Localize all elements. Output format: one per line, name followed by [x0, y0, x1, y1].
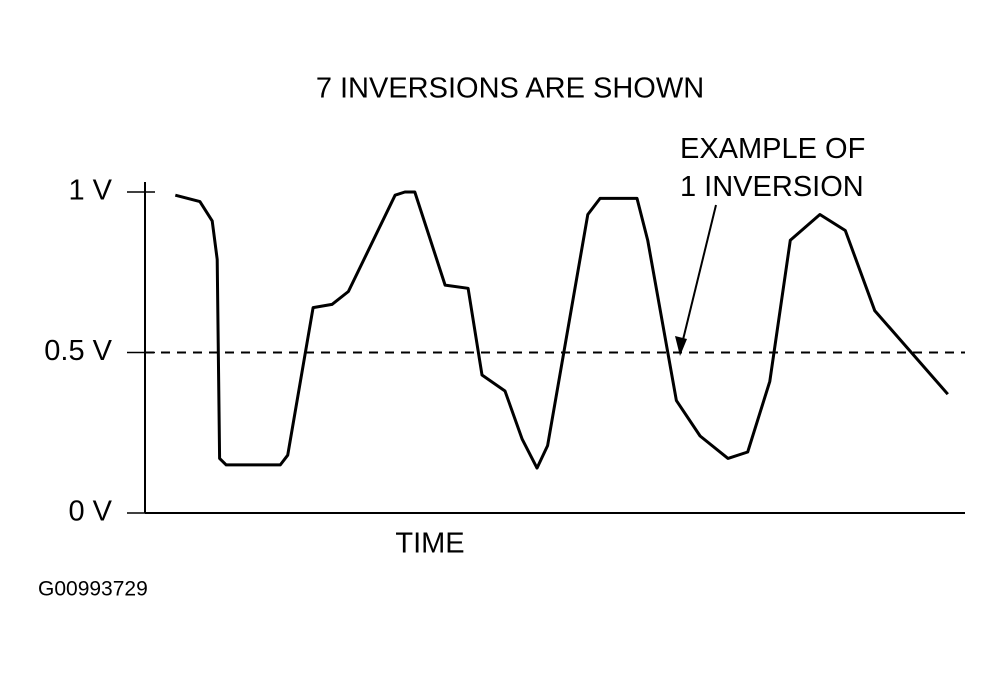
figure-id: G00993729 [38, 578, 148, 601]
y-tick-label: 0 V [68, 496, 112, 528]
y-tick-label: 0.5 V [44, 335, 112, 367]
annotation-arrowhead [675, 336, 687, 356]
chart-title: 7 INVERSIONS ARE SHOWN [316, 73, 704, 105]
annotation: EXAMPLE OF 1 INVERSION [680, 133, 865, 203]
annotation-arrow [679, 204, 717, 353]
y-tick-label: 1 V [68, 175, 112, 207]
annotation-line: 1 INVERSION [680, 171, 864, 203]
voltage-line [174, 190, 949, 470]
annotation-line: EXAMPLE OF [680, 133, 865, 165]
x-axis-label: TIME [395, 528, 464, 560]
